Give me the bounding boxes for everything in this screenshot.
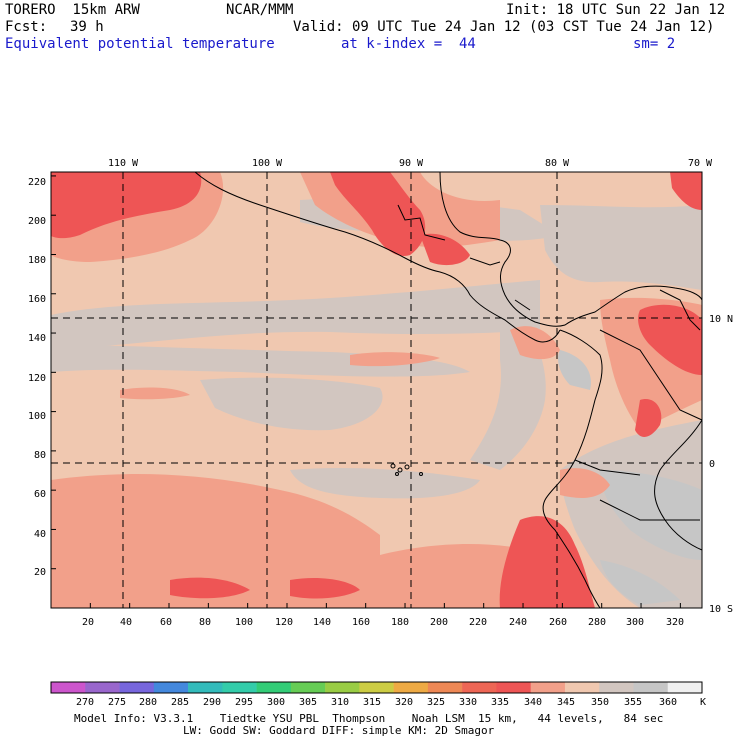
colorbar-labels: 270 275 280 285 290 295 300 305 310 315 … — [76, 697, 706, 708]
x-tick-label: 300 — [626, 617, 644, 628]
theta-e-field — [51, 172, 702, 608]
colorbar-value: 345 — [557, 697, 575, 708]
colorbar-swatch — [496, 682, 531, 693]
x-tick-label: 320 — [666, 617, 684, 628]
colorbar-swatch — [633, 682, 669, 693]
map-frame — [50, 171, 703, 609]
longitude-label: 110 W — [108, 158, 139, 169]
x-tick-label: 120 — [275, 617, 293, 628]
colorbar-swatch — [85, 682, 120, 693]
colorbar-value: 300 — [267, 697, 285, 708]
colorbar-swatch — [153, 682, 189, 693]
y-tick-label: 100 — [28, 411, 46, 422]
colorbar-value: 330 — [459, 697, 477, 708]
colorbar-value: 340 — [524, 697, 542, 708]
y-tick-label: 80 — [34, 450, 46, 461]
y-tick-label: 120 — [28, 373, 46, 384]
x-tick-label: 20 — [82, 617, 94, 628]
colorbar-swatch — [325, 682, 360, 693]
y-tick-label: 40 — [34, 529, 46, 540]
x-tick-label: 180 — [391, 617, 409, 628]
valid-time: Valid: 09 UTC Tue 24 Jan 12 (03 CST Tue … — [293, 19, 715, 35]
coastlines — [194, 171, 703, 609]
colorbar-swatch — [256, 682, 292, 693]
longitude-label: 100 W — [252, 158, 283, 169]
colorbar-swatch — [119, 682, 155, 693]
colorbar-swatch — [359, 682, 394, 693]
y-tick-label: 60 — [34, 489, 46, 500]
colorbar-frame — [50, 681, 703, 694]
x-tick-label: 240 — [509, 617, 527, 628]
y-tick-label: 160 — [28, 294, 46, 305]
longitude-label: 70 W — [688, 158, 713, 169]
longitude-label: 90 W — [399, 158, 424, 169]
colorbar-value: 290 — [203, 697, 221, 708]
x-tick-label: 100 — [235, 617, 253, 628]
model-info-line2: LW: Godd SW: Goddard DIFF: simple KM: 2D… — [183, 724, 495, 737]
lat-lon-grid — [51, 172, 702, 608]
colorbar-swatch — [530, 682, 566, 693]
colorbar — [50, 681, 703, 694]
colorbar-value: 275 — [108, 697, 126, 708]
colorbar-value: 305 — [299, 697, 317, 708]
colorbar-swatch — [667, 682, 703, 693]
colorbar-value: 360 — [659, 697, 677, 708]
colorbar-value: 315 — [363, 697, 381, 708]
colorbar-swatch — [222, 682, 257, 693]
x-tick-label: 260 — [549, 617, 567, 628]
x-tick-label: 140 — [313, 617, 331, 628]
init-time: Init: 18 UTC Sun 22 Jan 12 — [506, 2, 726, 18]
colorbar-swatch — [51, 682, 86, 693]
longitude-label: 80 W — [545, 158, 570, 169]
colorbar-value: 310 — [331, 697, 349, 708]
organization-label: NCAR/MMM — [226, 2, 294, 18]
colorbar-value: 280 — [139, 697, 157, 708]
colorbar-swatch — [393, 682, 429, 693]
field-grey-band — [558, 350, 702, 605]
colorbar-value: 335 — [491, 697, 509, 708]
field-name: Equivalent potential temperature — [5, 36, 275, 52]
colorbar-swatch — [599, 682, 634, 693]
x-tick-label: 80 — [199, 617, 211, 628]
colorbar-value: 350 — [591, 697, 609, 708]
x-tick-label: 200 — [430, 617, 448, 628]
x-tick-label: 220 — [469, 617, 487, 628]
colorbar-swatch — [290, 682, 326, 693]
colorbar-value: 320 — [395, 697, 413, 708]
colorbar-value: 270 — [76, 697, 94, 708]
colorbar-value: 285 — [171, 697, 189, 708]
colorbar-unit: K — [700, 697, 706, 708]
y-tick-label: 20 — [34, 567, 46, 578]
colorbar-value: 355 — [624, 697, 642, 708]
y-tick-label: 140 — [28, 333, 46, 344]
colorbar-value: 295 — [235, 697, 253, 708]
y-tick-label: 200 — [28, 216, 46, 227]
colorbar-swatch — [188, 682, 223, 693]
y-tick-label: 220 — [28, 177, 46, 188]
x-tick-label: 40 — [120, 617, 132, 628]
x-tick-label: 60 — [160, 617, 172, 628]
forecast-label: Fcst: — [5, 19, 48, 35]
model-title: TORERO 15km ARW — [5, 2, 140, 18]
forecast-hours: 39 h — [70, 19, 104, 35]
x-tick-label: 280 — [588, 617, 606, 628]
latitude-label: 0 — [709, 459, 715, 470]
colorbar-value: 325 — [427, 697, 445, 708]
y-tick-label: 180 — [28, 255, 46, 266]
level-label: at k-index = 44 — [341, 36, 476, 52]
colorbar-swatch — [564, 682, 600, 693]
model-info-line1: Model Info: V3.3.1 Tiedtke YSU PBL Thomp… — [74, 712, 664, 725]
latitude-label: 10 N — [709, 314, 733, 325]
field-hot-band — [51, 172, 702, 608]
latitude-label: 10 S — [709, 604, 733, 615]
colorbar-swatch — [427, 682, 463, 693]
smoothing-label: sm= 2 — [633, 36, 676, 52]
colorbar-swatch — [462, 682, 497, 693]
axis-tick-marks — [51, 175, 681, 608]
x-tick-label: 160 — [352, 617, 370, 628]
